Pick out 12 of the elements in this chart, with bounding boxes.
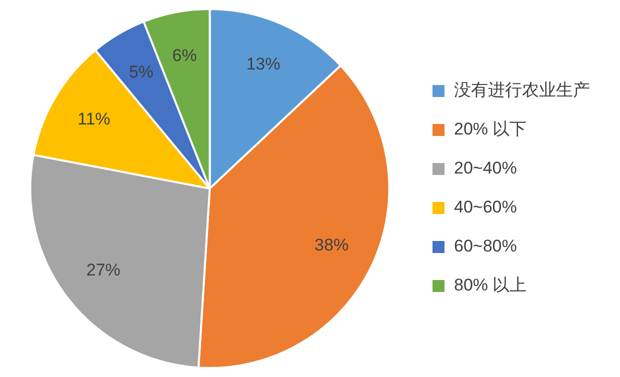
- data-label: 6%: [172, 46, 197, 65]
- data-label: 11%: [77, 110, 110, 129]
- legend-label: 80% 以上: [454, 276, 527, 295]
- legend-label: 60~80%: [454, 236, 517, 256]
- legend-label: 20~40%: [454, 158, 517, 178]
- legend-label: 20% 以下: [454, 120, 527, 139]
- data-label: 13%: [246, 54, 280, 74]
- legend-label: 40~60%: [454, 198, 517, 217]
- legend-label: 没有进行农业生产: [454, 80, 590, 100]
- data-label: 38%: [314, 236, 349, 255]
- data-label: 5%: [128, 62, 154, 82]
- data-label: 27%: [86, 260, 120, 280]
